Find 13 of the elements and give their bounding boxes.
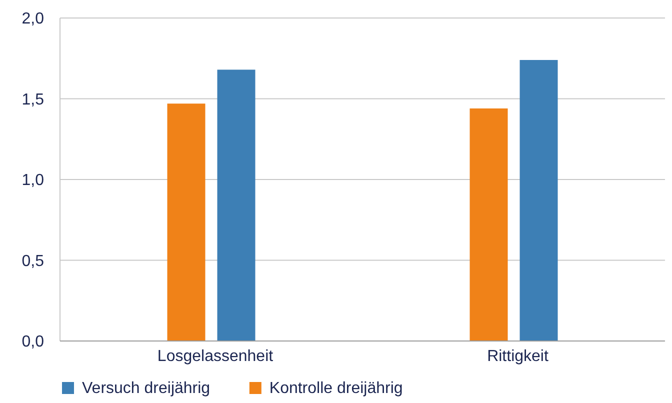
y-tick-label: 0,5 [22,252,44,270]
y-tick-label: 2,0 [22,10,44,28]
y-tick-label: 1,5 [22,91,44,108]
y-tick-label: 0,0 [22,334,44,351]
legend-label: Kontrolle dreijährig [269,380,403,397]
x-tick-label: Rittigkeit [487,348,549,365]
bar [520,60,558,341]
bar [470,108,508,341]
x-tick-label: Losgelassenheit [157,348,274,365]
bar [167,104,206,341]
y-tick-label: 1,0 [22,172,44,190]
bar [217,70,256,341]
legend-label: Versuch dreijährig [82,380,210,397]
